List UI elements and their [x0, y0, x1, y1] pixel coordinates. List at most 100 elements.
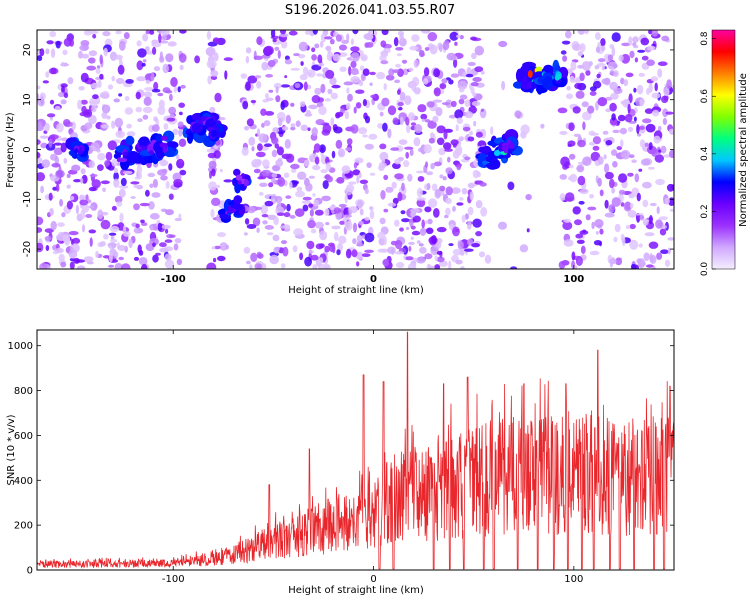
spectrogram-cell — [394, 158, 402, 165]
spectrogram-cell — [294, 208, 305, 217]
spectrogram-cell — [279, 33, 289, 38]
spectrogram-cell — [573, 133, 581, 137]
spectrogram-cell — [288, 30, 298, 36]
spectrogram-cell — [114, 117, 124, 128]
spectrogram-cell — [627, 103, 631, 114]
spectrogram-cell — [348, 208, 353, 216]
spectrogram-cell — [611, 46, 616, 57]
spectrogram-cell — [579, 43, 586, 53]
spectrogram-cell — [648, 142, 653, 151]
spectrogram-cell — [210, 70, 219, 77]
spectrogram-cell — [254, 263, 263, 269]
spectrogram-cell — [250, 252, 258, 262]
spectrogram-cell — [462, 72, 467, 78]
spectrogram-cell — [609, 81, 618, 91]
spectrogram-cell — [369, 206, 374, 211]
spectrogram-cell — [612, 70, 619, 78]
spectrogram-cell — [81, 203, 90, 213]
spectrogram-cell — [173, 85, 178, 93]
spectrogram-cell — [67, 77, 74, 85]
spectrogram-cell — [277, 117, 283, 127]
spectrogram-cell — [272, 234, 280, 242]
spectrogram-cell — [438, 261, 448, 267]
spectrogram-cell — [298, 41, 308, 52]
spectrogram-cell — [103, 233, 109, 240]
spectrogram-cell — [264, 143, 272, 147]
colorbar-tick-label: 0.0 — [700, 262, 710, 277]
spectrogram-cell — [661, 95, 669, 104]
spectrogram-cell — [266, 232, 274, 236]
spectrogram-cell — [314, 87, 322, 95]
spectrogram-cell — [46, 40, 54, 45]
spectrogram-cell — [86, 65, 97, 71]
spectrogram-cell — [475, 231, 482, 237]
spectrogram-cell — [151, 41, 162, 48]
spectrogram-cell — [461, 187, 468, 195]
spectrogram-cell — [149, 225, 154, 231]
spectrogram-cell — [88, 100, 98, 104]
spectrogram-cell — [621, 42, 631, 47]
spectrogram-cell — [470, 86, 475, 95]
spectrogram-cell — [346, 33, 350, 42]
spectrogram-cell — [641, 55, 649, 61]
spectrogram-cell — [149, 213, 160, 220]
spectrogram-cell — [315, 119, 325, 126]
spectrogram-cell — [329, 38, 335, 45]
spectrogram-cell — [130, 196, 136, 199]
colorbar-tick-label: 0.8 — [700, 31, 710, 46]
spectrogram-cell — [574, 219, 582, 226]
spectrogram-cell — [445, 186, 453, 196]
spectrogram-cell — [652, 265, 656, 269]
spectrogram-cell — [108, 253, 113, 263]
spectrogram-cell — [158, 33, 162, 44]
spectrogram-cell — [125, 135, 135, 146]
spectrogram-cell — [657, 68, 663, 78]
spectrogram-cell — [579, 188, 589, 195]
spectrogram-cell — [383, 236, 387, 246]
spectrogram-cell — [579, 230, 589, 235]
spectrogram-cell — [392, 117, 399, 125]
spectrogram-cell — [666, 79, 672, 89]
spectrogram-cell — [339, 66, 347, 72]
spectrogram-cell — [345, 248, 352, 259]
spectrogram-cell — [325, 162, 331, 171]
spectrogram-cell — [424, 47, 430, 51]
spectrogram-cell — [661, 35, 670, 42]
spectrogram-cell — [401, 59, 408, 64]
spectrogram-cell — [600, 45, 606, 52]
spectrogram-cell — [391, 247, 395, 255]
spectrogram-cell — [245, 81, 251, 91]
spectrogram-cell — [624, 201, 631, 210]
spectrogram-cell — [164, 259, 175, 269]
spectrogram-cell — [439, 174, 444, 179]
spectrogram-cell — [59, 199, 64, 207]
spectrogram-cell — [355, 89, 365, 94]
spectrogram-cell — [445, 207, 451, 216]
spectrogram-cell — [45, 48, 50, 55]
spectrogram-cell — [178, 129, 183, 137]
spectrogram-cell — [276, 146, 284, 156]
spectrogram-cell — [415, 256, 426, 264]
spectrogram-cell — [350, 124, 359, 134]
spectrogram-cell — [100, 241, 106, 247]
spectrogram-cell — [269, 254, 280, 265]
spectrogram-cell — [283, 224, 291, 230]
spectrogram-cell — [179, 64, 184, 71]
spectrogram-cell — [309, 209, 314, 217]
spectrogram-cell — [149, 183, 154, 189]
spectrogram-cell — [73, 257, 80, 264]
spectrogram-cell — [213, 257, 217, 263]
spectrogram-cell — [317, 54, 323, 64]
spectrogram-cell — [208, 181, 217, 191]
spectrogram-cell — [364, 232, 375, 243]
spectrogram-cell — [361, 253, 371, 257]
spectrogram-cell — [666, 183, 674, 192]
spectrogram-cell — [356, 175, 360, 184]
spectrogram-cell — [292, 245, 298, 253]
spectrogram-cell — [525, 194, 532, 201]
spectrogram-cell — [206, 262, 217, 269]
spectrogram-cell — [245, 55, 250, 64]
spectrogram-cell — [290, 163, 300, 170]
spectrogram-cell — [169, 93, 173, 101]
